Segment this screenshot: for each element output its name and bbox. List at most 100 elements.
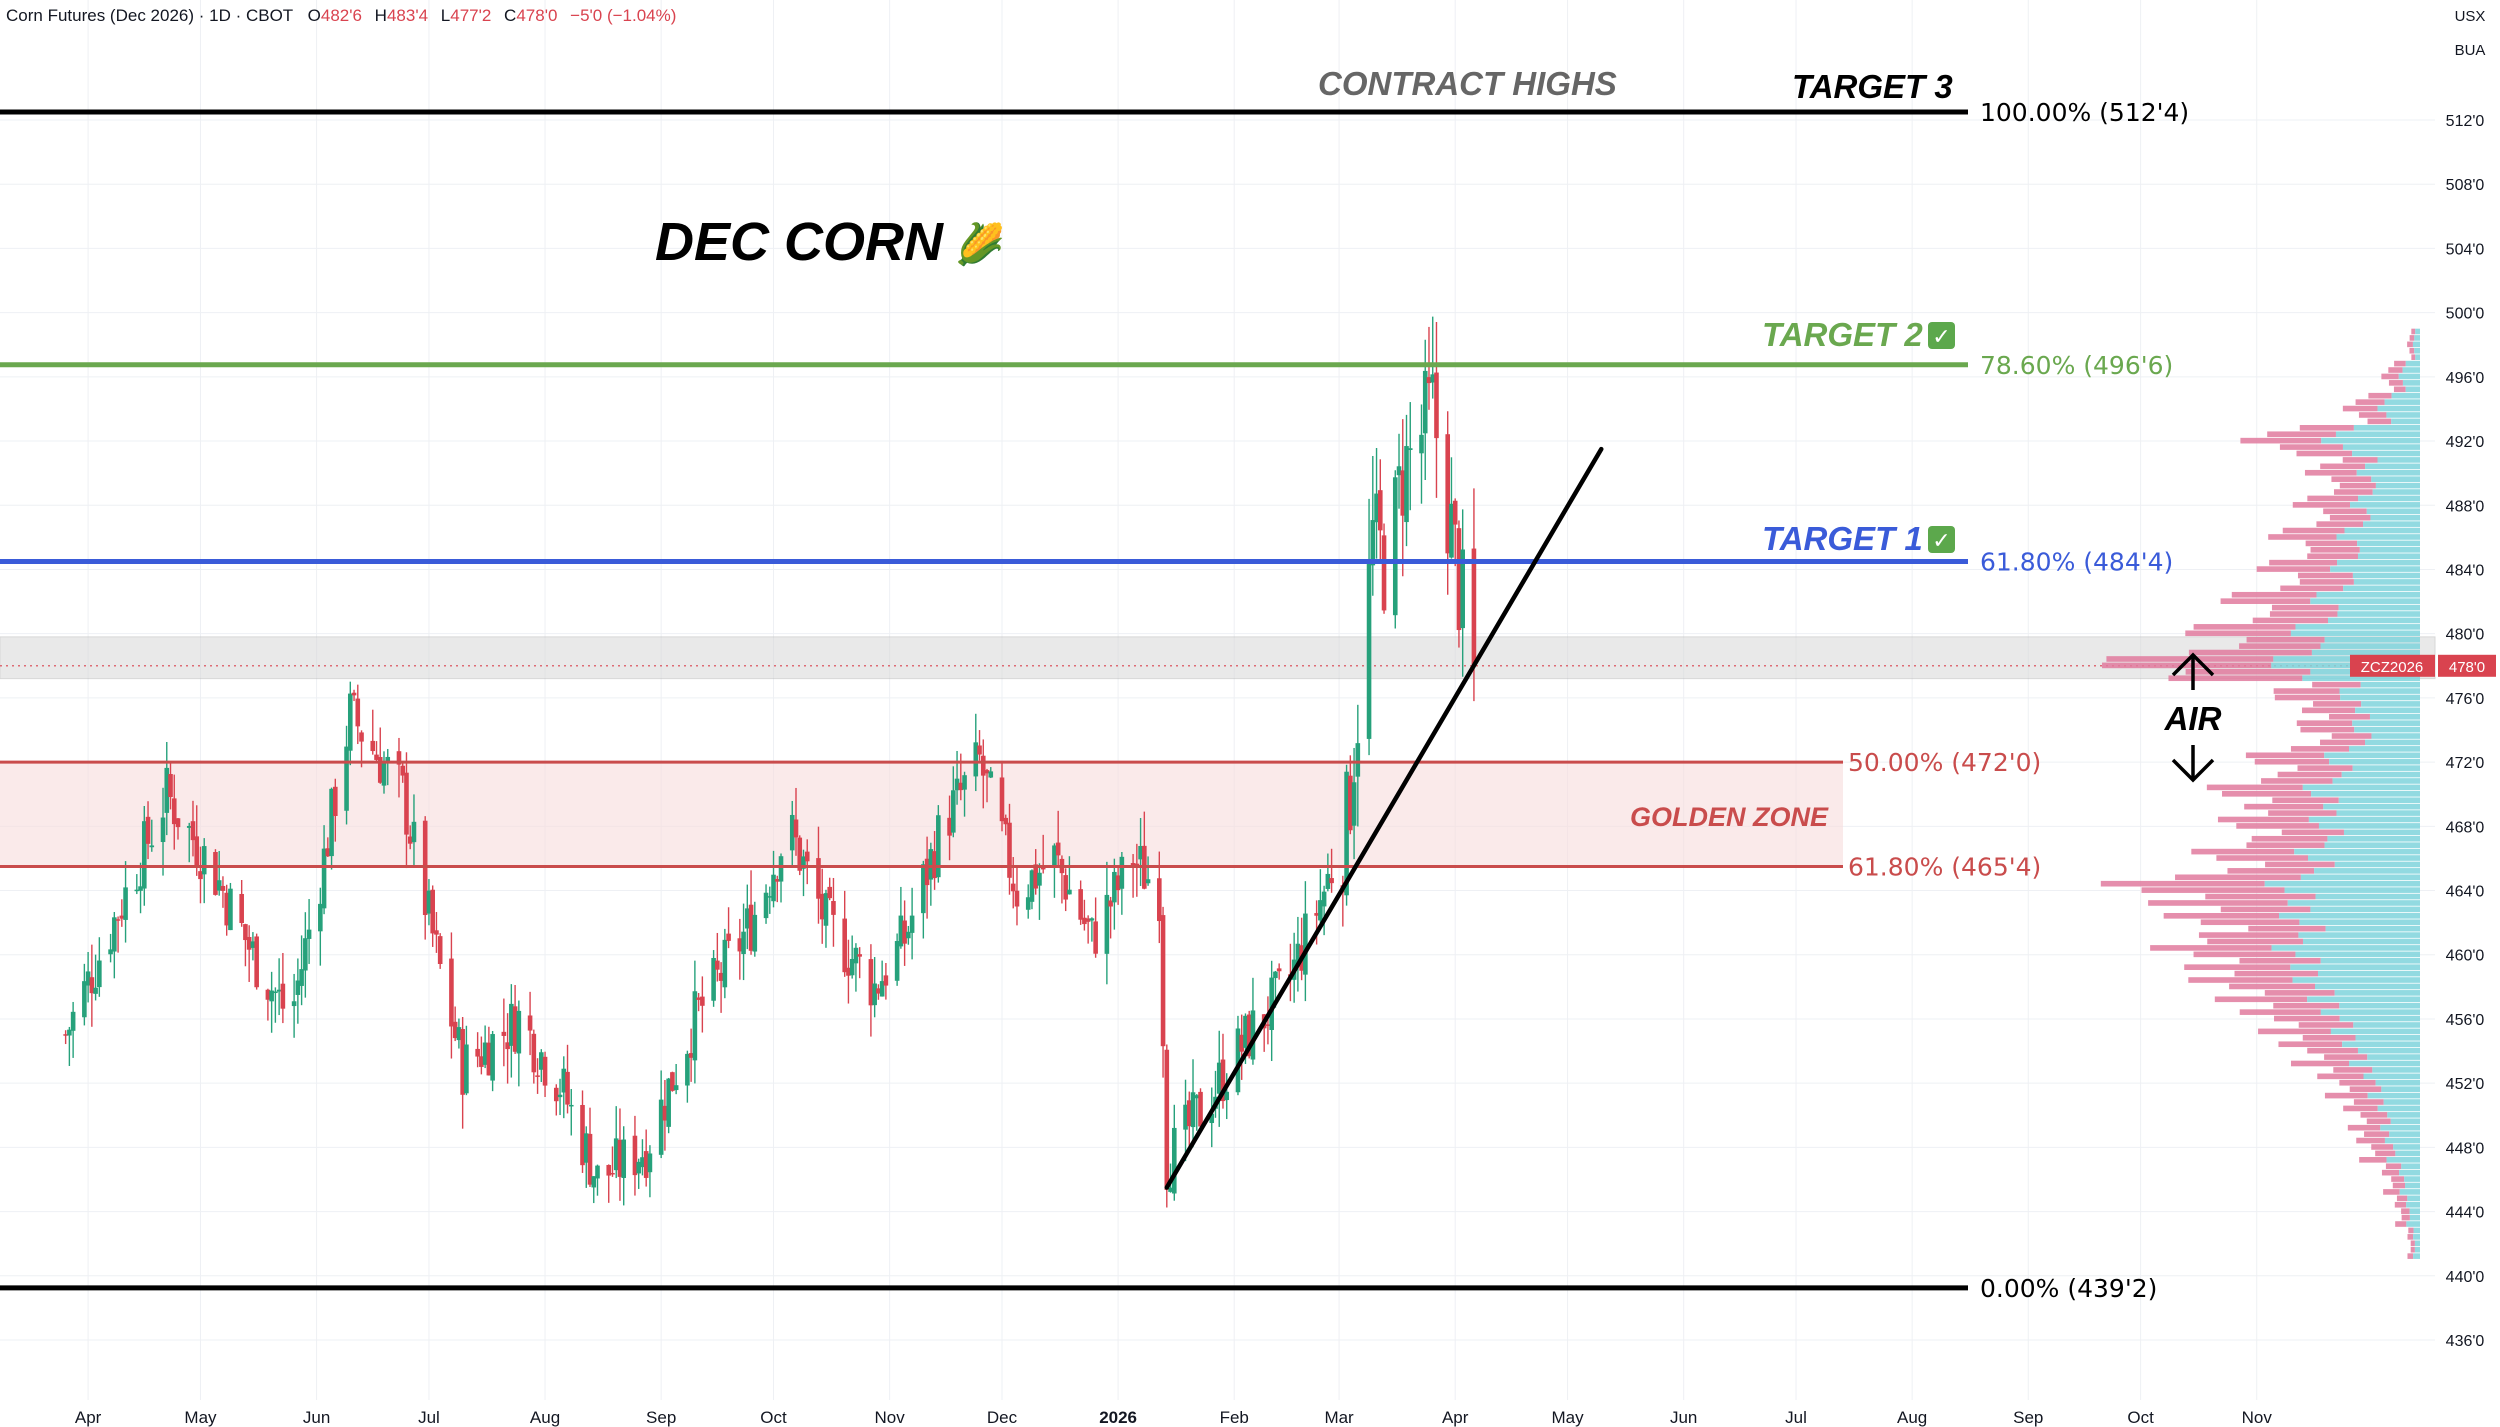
fib-label-fib100: 100.00% (512'4) — [1980, 98, 2189, 127]
profile-sell-bar — [2388, 367, 2403, 373]
profile-buy-bar — [2353, 425, 2420, 431]
y-tick-label: 448'0 — [2446, 1140, 2485, 1157]
profile-sell-bar — [2200, 919, 2300, 926]
y-tick-label: 504'0 — [2446, 241, 2485, 258]
trendline — [1164, 446, 1604, 1190]
x-tick-label: Aug — [530, 1408, 560, 1427]
candle-body — [228, 888, 233, 931]
candle-body — [1325, 873, 1331, 889]
candle-body — [535, 1075, 540, 1077]
candle-body — [243, 924, 248, 941]
candle-body — [1265, 1024, 1271, 1026]
profile-buy-bar — [2414, 1240, 2420, 1247]
candle-body — [909, 915, 915, 933]
target1-text: TARGET 1 — [1762, 520, 1923, 557]
symbol-title[interactable]: Corn Futures (Dec 2026) · 1D · CBOT — [6, 6, 293, 25]
candle-body — [932, 851, 937, 879]
x-tick-label: Nov — [875, 1408, 906, 1427]
candle-body — [1407, 448, 1413, 451]
x-tick-label: Jun — [303, 1408, 330, 1427]
x-tick-label: Dec — [987, 1408, 1018, 1427]
profile-sell-bar — [2307, 553, 2358, 560]
ohlc-open-value: 482'6 — [320, 6, 362, 25]
profile-sell-bar — [2274, 1015, 2340, 1022]
profile-sell-bar — [2375, 1150, 2396, 1157]
candle-body — [621, 1139, 627, 1178]
profile-buy-bar — [2398, 373, 2420, 380]
candle-body — [1370, 520, 1376, 566]
profile-sell-bar — [2282, 527, 2345, 534]
candle-body — [1010, 883, 1016, 892]
profile-buy-bar — [2377, 1105, 2420, 1112]
candle-body — [1456, 528, 1462, 631]
candle-body — [1198, 1091, 1203, 1127]
candle-body — [876, 988, 881, 994]
profile-buy-bar — [2336, 810, 2420, 816]
profile-buy-bar — [2314, 868, 2420, 874]
profile-sell-bar — [2227, 868, 2315, 874]
profile-sell-bar — [2229, 983, 2316, 990]
candle-body — [220, 885, 226, 891]
candle-body — [726, 933, 731, 941]
candle-body — [894, 941, 900, 981]
profile-buy-bar — [2384, 1137, 2420, 1144]
profile-sell-bar — [2407, 1253, 2414, 1259]
candle-body — [1426, 377, 1432, 384]
candle-body — [1216, 1062, 1222, 1094]
x-tick-label: Jul — [418, 1408, 440, 1427]
profile-sell-bar — [2407, 341, 2413, 348]
profile-sell-bar — [2206, 784, 2303, 791]
candle-body — [711, 957, 716, 1001]
profile-sell-bar — [2239, 1009, 2321, 1015]
profile-buy-bar — [2328, 617, 2420, 624]
ohlc-open-label: O — [307, 6, 321, 25]
unit-label[interactable]: BUA — [2454, 42, 2486, 59]
profile-buy-bar — [2414, 347, 2420, 354]
profile-buy-bar — [2353, 579, 2420, 585]
y-tick-label: 452'0 — [2446, 1076, 2485, 1093]
candle-body — [295, 980, 301, 995]
candle-body — [201, 846, 207, 875]
profile-sell-bar — [2252, 617, 2329, 624]
target1-check-bg — [1928, 526, 1955, 553]
candle-body — [67, 1029, 72, 1036]
y-tick-label: 468'0 — [2446, 819, 2485, 836]
chart-header: Corn Futures (Dec 2026) · 1D · CBOT O482… — [6, 6, 676, 26]
candle-body — [587, 1133, 593, 1185]
profile-buy-bar — [2290, 964, 2420, 970]
candle-body — [1003, 817, 1009, 825]
profile-buy-bar — [2344, 527, 2420, 534]
profile-sell-bar — [2264, 990, 2335, 996]
volume-profile — [2100, 328, 2420, 1259]
y-tick-label: 512'0 — [2446, 113, 2485, 130]
profile-buy-bar — [2371, 476, 2420, 482]
profile-buy-bar — [2338, 604, 2420, 611]
candle-body — [767, 896, 773, 898]
profile-sell-bar — [2302, 707, 2356, 714]
candle-body — [531, 1033, 537, 1073]
profile-sell-bar — [2214, 996, 2308, 1003]
candle-body — [1112, 871, 1117, 903]
candle-body — [1138, 845, 1143, 860]
annotations: DEC CORN 🌽 CONTRACT HIGHS TARGET 3 TARGET 2 ✓… — [655, 65, 2222, 832]
candle-body — [977, 745, 982, 755]
profile-buy-bar — [2372, 1067, 2420, 1073]
candle-body — [1224, 1091, 1230, 1101]
profile-buy-bar — [2406, 1201, 2420, 1208]
profile-buy-bar — [2330, 1028, 2420, 1035]
profile-buy-bar — [2390, 1118, 2420, 1125]
profile-buy-bar — [2343, 585, 2420, 592]
ohlc-close-value: 478'0 — [516, 6, 558, 25]
profile-buy-bar — [2311, 649, 2420, 656]
profile-sell-bar — [2274, 694, 2341, 701]
candle-body — [1235, 1028, 1241, 1093]
y-tick-label: 472'0 — [2446, 755, 2485, 772]
currency-label[interactable]: USX — [2454, 8, 2486, 25]
candle-body — [1160, 915, 1166, 1047]
profile-sell-bar — [2277, 771, 2342, 778]
profile-buy-bar — [2316, 591, 2420, 598]
candle-body — [325, 848, 331, 857]
profile-sell-bar — [2240, 437, 2322, 444]
profile-buy-bar — [2294, 848, 2420, 855]
